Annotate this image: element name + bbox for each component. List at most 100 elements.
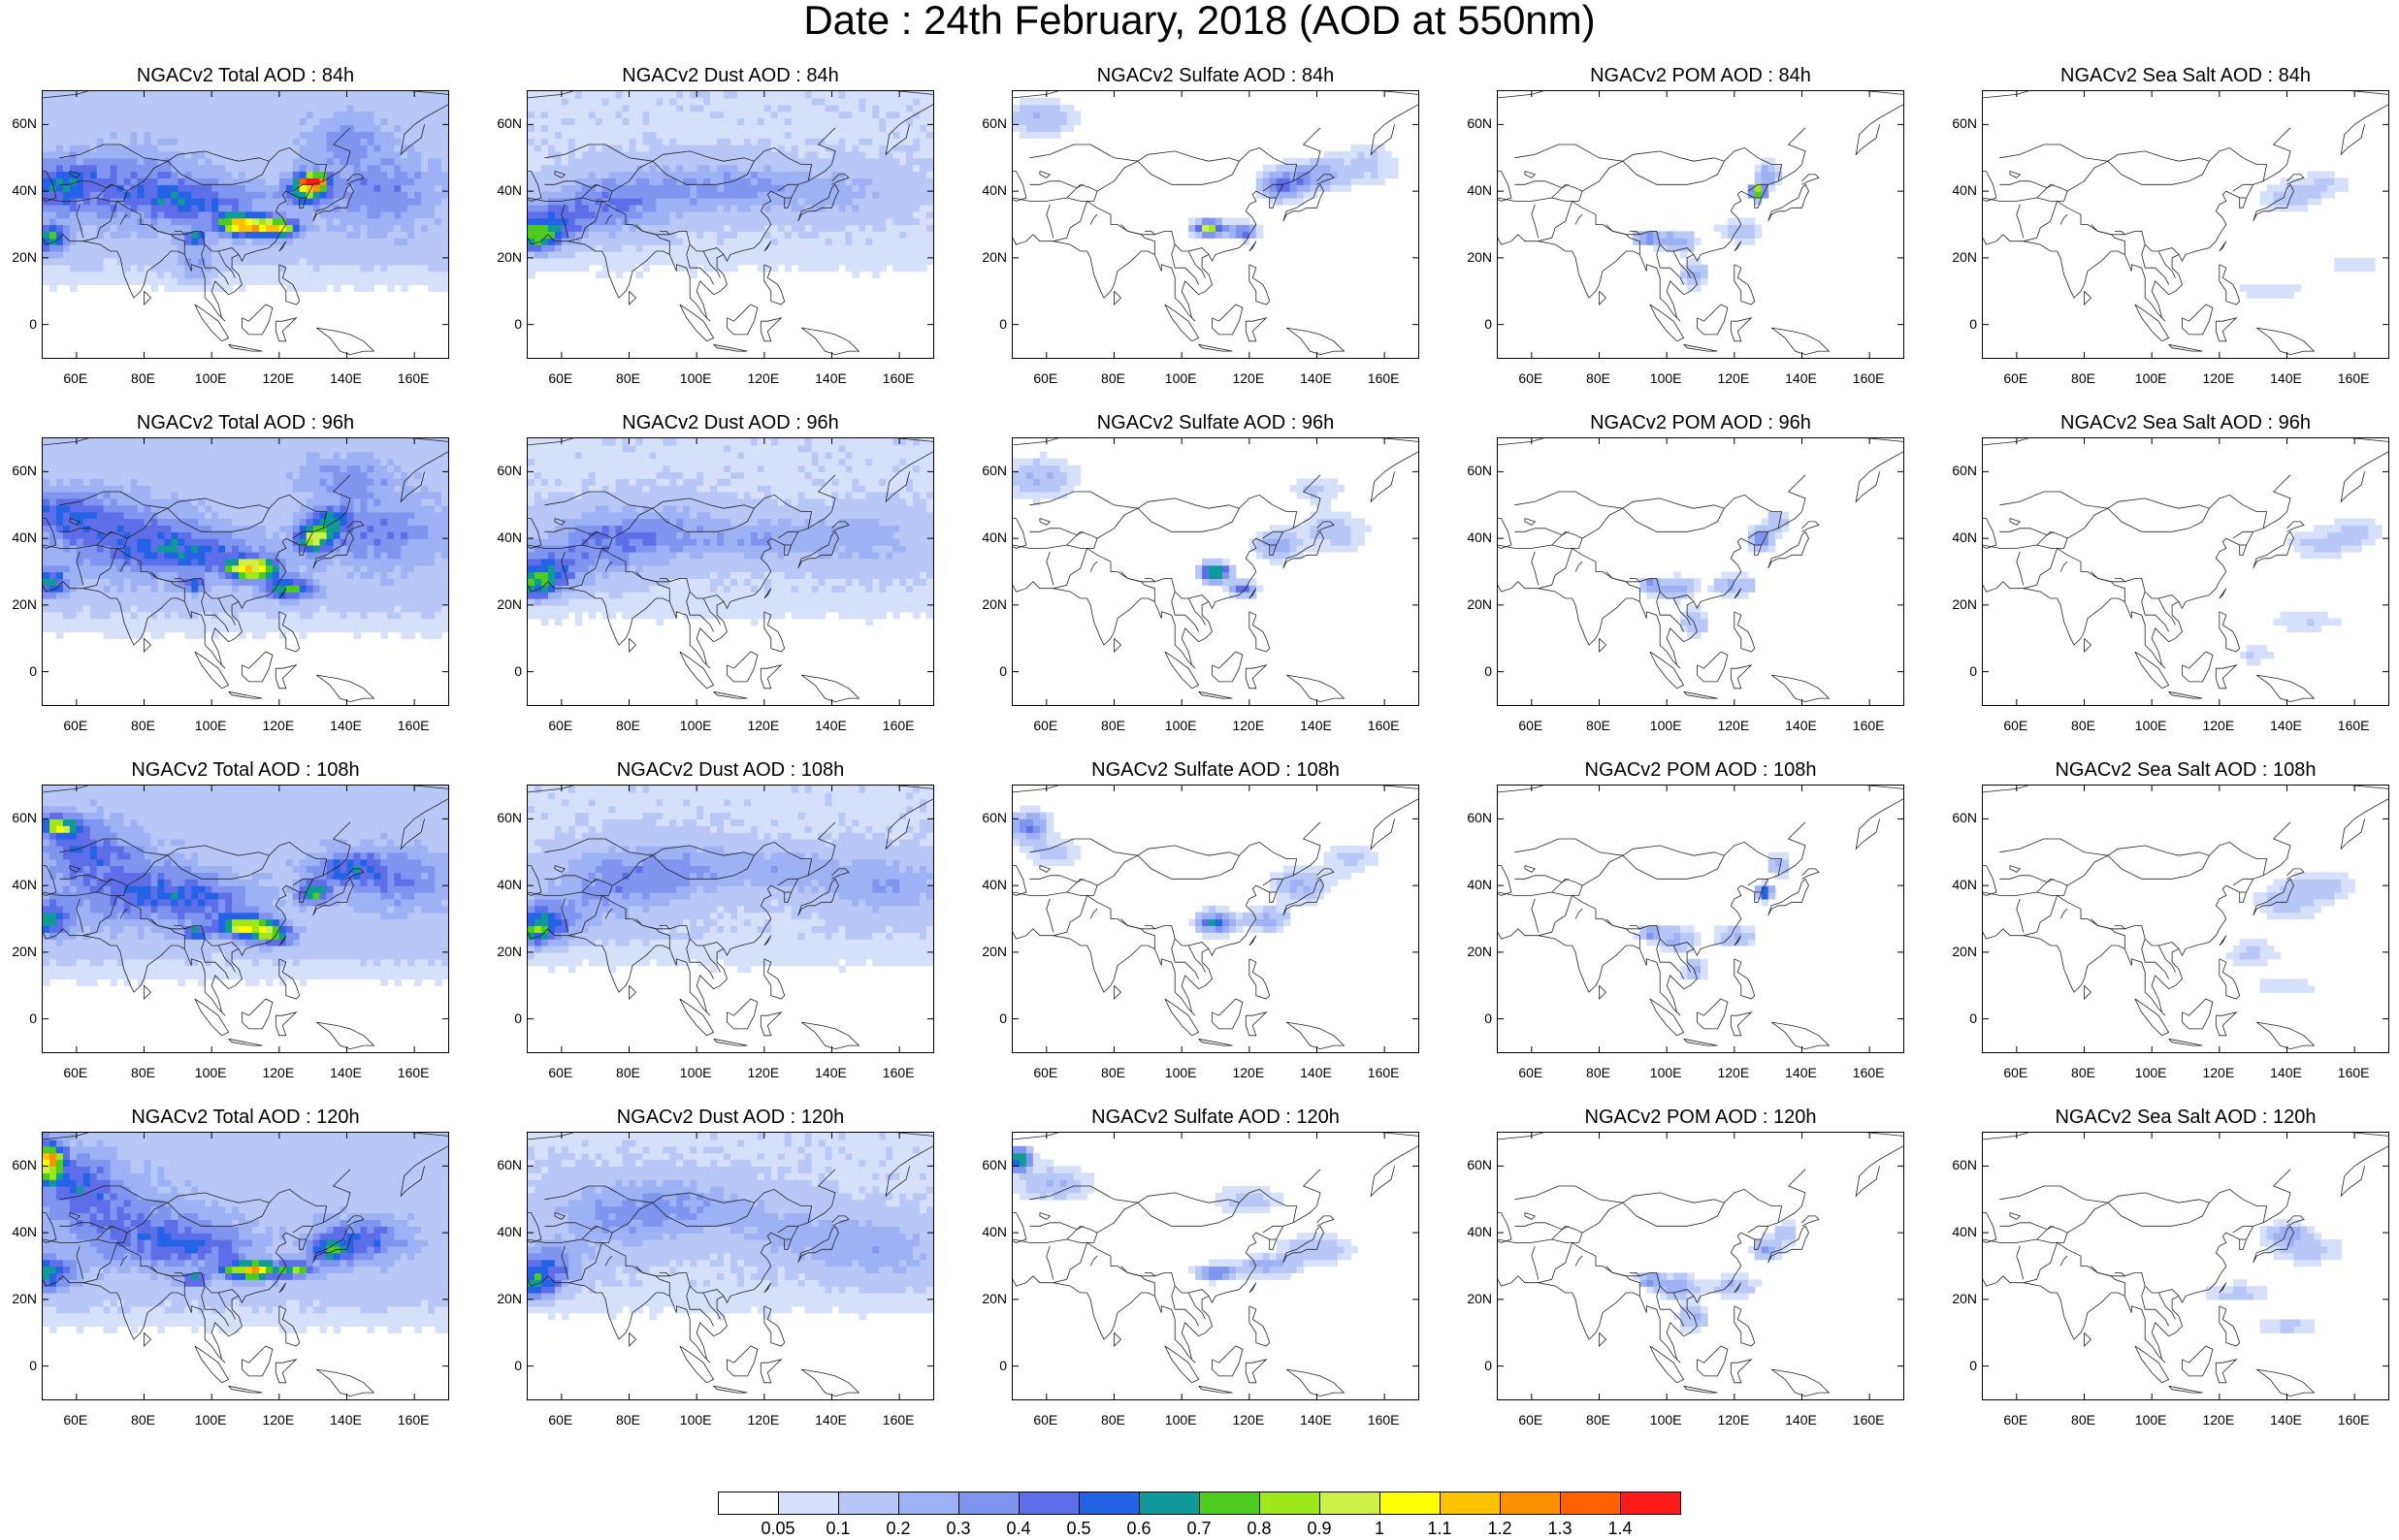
lat-label: 0	[1484, 1357, 1492, 1373]
tick-marks	[1498, 786, 1903, 1052]
lon-label: 120E	[1717, 1412, 1750, 1428]
lon-label: 100E	[1164, 1065, 1197, 1080]
lat-label: 40N	[497, 1224, 522, 1240]
lon-label: 80E	[616, 1412, 640, 1428]
panel-title: NGACv2 Dust AOD : 96h	[622, 412, 839, 433]
lat-label: 60N	[1952, 115, 1977, 132]
map-frame	[42, 785, 449, 1053]
map-panel: NGACv2 Total AOD : 96h 60N 40N 20N 0 60E 80E 10…	[0, 411, 449, 760]
coastlines	[1983, 786, 2388, 1050]
aod-map	[1013, 438, 1418, 705]
panel-title: NGACv2 Sea Salt AOD : 108h	[2055, 759, 2317, 781]
aod-map	[43, 438, 448, 705]
lon-label: 80E	[1586, 370, 1610, 386]
lon-label: 60E	[2003, 1412, 2028, 1428]
lon-label: 160E	[2337, 1065, 2370, 1080]
lon-label: 160E	[882, 1065, 915, 1080]
coastlines	[43, 786, 448, 1050]
lon-label: 100E	[679, 1065, 712, 1080]
map-frame	[1982, 785, 2389, 1053]
lon-label: 80E	[2071, 718, 2095, 733]
aod-map	[43, 91, 448, 358]
lat-label: 20N	[497, 1290, 522, 1306]
map-panel: NGACv2 Sulfate AOD : 108h 60N 40N 20N 0 60E 80…	[968, 758, 1419, 1107]
tick-marks	[1498, 1133, 1903, 1399]
lat-label: 20N	[12, 595, 37, 612]
lon-label: 120E	[2202, 718, 2235, 733]
lat-label: 0	[1484, 1010, 1492, 1026]
lon-label: 120E	[747, 1412, 780, 1428]
panel-title: NGACv2 Sulfate AOD : 120h	[1091, 1107, 1340, 1128]
lon-label: 160E	[1852, 1412, 1885, 1428]
lon-label: 100E	[679, 370, 712, 386]
colorbar-label: 1.3	[1547, 1519, 1572, 1538]
colorbar-swatch	[898, 1492, 959, 1515]
lon-label: 60E	[1033, 718, 1058, 733]
figure-title: Date : 24th February, 2018 (AOD at 550nm…	[803, 0, 1596, 43]
aod-map	[1498, 91, 1903, 358]
lon-label: 60E	[548, 718, 573, 733]
panel-title: NGACv2 POM AOD : 84h	[1590, 65, 1811, 86]
lon-label: 60E	[1033, 1412, 1058, 1428]
colorbar-swatch	[718, 1492, 779, 1515]
lat-label: 0	[1484, 662, 1492, 679]
lat-label: 20N	[1952, 248, 1977, 265]
lat-label: 0	[514, 315, 522, 332]
lat-label: 60N	[1467, 810, 1492, 826]
map-frame	[42, 1132, 449, 1400]
lon-label: 60E	[2003, 1065, 2028, 1080]
tick-marks	[528, 91, 933, 358]
tick-marks	[1013, 786, 1418, 1052]
tick-marks	[1498, 438, 1903, 705]
lon-label: 80E	[2071, 1412, 2095, 1428]
coastlines	[1013, 438, 1418, 703]
lat-label: 20N	[1467, 1290, 1492, 1306]
coastlines	[1983, 438, 2388, 703]
lat-label: 60N	[1952, 810, 1977, 826]
coastlines	[528, 786, 933, 1050]
aod-field	[43, 91, 448, 292]
lon-label: 80E	[1586, 718, 1610, 733]
panel-title: NGACv2 POM AOD : 96h	[1590, 412, 1811, 433]
map-panel: NGACv2 POM AOD : 84h 60N 40N 20N 0 60E 80E 100E…	[1453, 64, 1904, 413]
map-panel: NGACv2 Dust AOD : 96h 60N 40N 20N 0 60E 80E 100…	[483, 411, 934, 760]
aod-field	[1013, 97, 1399, 245]
coastlines	[1013, 91, 1418, 356]
lon-label: 140E	[330, 370, 362, 386]
panel-title: NGACv2 Total AOD : 108h	[131, 759, 360, 781]
lat-label: 60N	[982, 1157, 1007, 1173]
colorbar-swatch	[1199, 1492, 1260, 1515]
lat-label: 40N	[497, 182, 522, 199]
aod-field	[528, 1133, 933, 1321]
map-frame	[527, 1132, 934, 1400]
lat-label: 60N	[497, 1157, 522, 1173]
lon-label: 160E	[882, 370, 915, 386]
lon-label: 140E	[1785, 1065, 1817, 1080]
aod-map	[528, 438, 933, 705]
map-panel: NGACv2 POM AOD : 120h 60N 40N 20N 0 60E 80E 100…	[1453, 1106, 1904, 1455]
lat-label: 20N	[1952, 943, 1977, 959]
lat-label: 0	[1484, 315, 1492, 332]
panel-title: NGACv2 Total AOD : 96h	[136, 412, 355, 433]
tick-marks	[1983, 438, 2388, 705]
lon-label: 120E	[262, 370, 295, 386]
lat-label: 60N	[497, 810, 522, 826]
lon-label: 120E	[1717, 370, 1750, 386]
lat-label: 40N	[497, 529, 522, 546]
lat-label: 60N	[12, 810, 37, 826]
lat-label: 40N	[1467, 182, 1492, 199]
lon-label: 160E	[397, 1065, 430, 1080]
lon-label: 140E	[1300, 370, 1332, 386]
panel-title: NGACv2 Sulfate AOD : 108h	[1091, 759, 1340, 781]
lon-label: 100E	[1649, 718, 1682, 733]
lon-label: 80E	[1101, 370, 1125, 386]
map-panel: NGACv2 Sulfate AOD : 120h 60N 40N 20N 0 60E 80…	[968, 1106, 1419, 1455]
lon-label: 140E	[1300, 1412, 1332, 1428]
coastlines	[1498, 438, 1903, 703]
lon-label: 160E	[882, 718, 915, 733]
aod-field	[528, 786, 933, 974]
lat-label: 20N	[12, 943, 37, 959]
lat-label: 20N	[497, 595, 522, 612]
lat-label: 0	[29, 662, 37, 679]
lat-label: 40N	[1467, 1224, 1492, 1240]
